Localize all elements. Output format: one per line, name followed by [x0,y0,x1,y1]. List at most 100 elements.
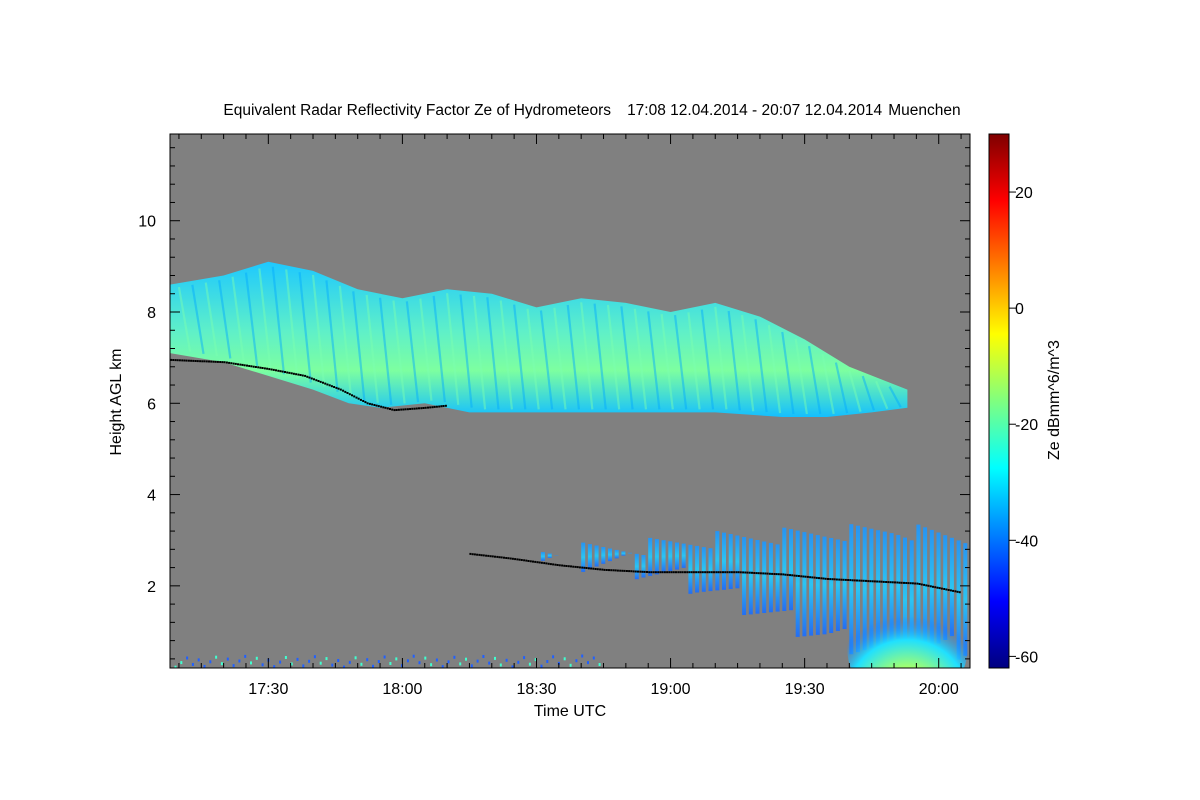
cloud-base-dot [250,365,253,368]
cloud-base-dot [585,567,588,569]
cloud-base-dot [335,386,338,389]
colorbar-tick-label: -20 [1015,417,1038,434]
ground-clutter-point [430,663,433,667]
ground-clutter-point [505,658,508,662]
cloud-base-dot [820,577,823,580]
lower-cloud-column [654,539,659,575]
lower-cloud-column [722,532,726,590]
cloud-base-dot [297,373,300,376]
y-tick-label: 10 [138,214,156,231]
cloud-base-dot [328,384,331,387]
upper-cloud-streak [888,386,902,408]
lower-cloud-column [755,540,760,614]
cloud-base-dot [221,361,224,364]
upper-cloud-streak [432,295,446,403]
cloud-base-dot [706,571,709,574]
cloud-base-dot [780,573,783,576]
cloud-base-dot [203,360,206,363]
cloud-base-dot [630,570,633,573]
cloud-base-dot [657,571,660,574]
x-tick-label: 17:30 [248,681,288,698]
lower-cloud-column [762,541,767,613]
cloud-base-dot [632,570,635,573]
lower-cloud-column [641,555,646,578]
lower-cloud-column [835,539,840,631]
x-tick-label: 18:00 [382,681,422,698]
cloud-base-dot [259,366,262,369]
ground-clutter-point [459,662,462,666]
cloud-base-dot [270,368,273,371]
cloud-base-dot [469,552,472,555]
ground-clutter-point [215,655,218,659]
upper-cloud-streak [566,304,581,410]
cloud-base-dot [907,582,910,585]
cloud-base-dot [558,564,561,567]
cloud-base-dot [643,570,646,573]
cloud-base-dot [789,574,791,577]
cloud-base-dot [822,577,825,580]
ground-clutter-point [220,662,223,666]
cloud-base-dot [625,570,628,572]
cloud-base-dot [431,406,434,409]
ground-clutter-point [180,661,183,665]
cloud-base-dot [753,572,756,574]
cloud-base-dot [554,563,557,566]
cloud-base-dot [418,407,420,410]
cloud-base-dot [934,586,937,589]
cloud-base-dot [375,404,378,407]
cloud-base-dot [742,571,745,574]
lower-cloud-column [795,530,800,637]
upper-cloud-streak [177,286,192,352]
cloud-base-dot [216,360,219,363]
cloud-base-dot [279,370,282,373]
cloud-base-dot [395,409,398,411]
cloud-base-dot [494,555,496,558]
cloud-base-dot [873,580,876,583]
upper-cloud-streak [593,303,607,410]
ground-clutter-point [511,665,514,668]
lower-cloud-column [809,533,814,636]
lower-cloud-column [929,529,934,648]
cloud-base-dot [413,407,416,410]
cloud-base-dot [853,579,856,582]
cloud-base-dot [764,572,767,575]
cloud-base-dot [612,569,615,572]
cloud-base-dot [313,378,315,381]
cloud-base-dot [918,583,921,585]
ground-clutter-point [226,657,229,661]
y-tick-label: 2 [147,579,156,596]
cloud-base-dot [364,401,367,404]
cloud-base-dot [170,358,172,361]
ground-clutter-point [279,660,282,664]
ground-clutter-point [465,657,467,661]
ground-clutter-point [592,656,595,660]
cloud-base-dot [547,562,550,565]
cloud-base-dot [393,409,396,412]
lower-cloud-column [614,549,619,559]
cloud-base-dot [308,376,311,379]
cloud-base-dot [842,578,845,581]
colorbar-label: Ze dBmm^6/m^3 [1046,340,1063,460]
upper-cloud-streak [687,312,701,410]
cloud-base-dot [480,554,483,557]
lower-cloud-column [829,538,834,633]
cloud-base-dot [210,360,213,363]
cloud-base-dot [648,571,651,574]
cloud-base-dot [288,371,291,374]
cloud-base-dot [885,581,888,583]
cloud-base-dot [947,589,950,591]
cloud-base-dot [498,556,501,559]
cloud-base-dot [384,406,387,409]
lower-cloud-column [661,540,666,573]
cloud-base-dot [357,397,360,400]
cloud-base-dot [887,581,890,584]
cloud-base-dot [433,405,436,408]
cloud-base-dot [239,363,242,366]
ground-clutter-point [191,663,194,666]
cloud-base-dot [208,360,210,363]
cloud-base-dot [478,553,481,556]
ground-clutter-point [488,661,491,665]
cloud-base-dot [371,403,374,406]
upper-cloud-streak [754,319,768,413]
cloud-base-dot [315,379,318,382]
